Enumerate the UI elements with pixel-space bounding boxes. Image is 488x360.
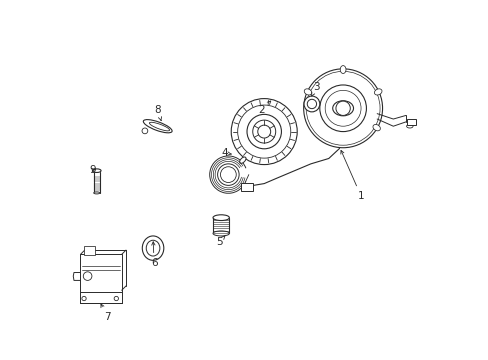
Ellipse shape (372, 125, 380, 131)
Ellipse shape (143, 120, 172, 133)
Circle shape (325, 90, 360, 126)
Circle shape (237, 105, 290, 158)
Circle shape (304, 96, 319, 112)
Ellipse shape (374, 89, 381, 95)
Ellipse shape (213, 231, 229, 236)
Circle shape (319, 85, 366, 132)
Ellipse shape (149, 122, 169, 131)
Text: 8: 8 (154, 105, 161, 121)
Circle shape (83, 272, 92, 280)
Text: 1: 1 (340, 150, 364, 201)
Ellipse shape (304, 89, 311, 95)
Ellipse shape (213, 215, 229, 221)
Circle shape (217, 164, 239, 185)
Circle shape (252, 120, 275, 143)
Text: 7: 7 (101, 304, 111, 322)
FancyBboxPatch shape (83, 246, 95, 255)
Circle shape (142, 128, 147, 134)
Ellipse shape (340, 66, 346, 73)
Text: 3: 3 (311, 82, 319, 96)
Ellipse shape (146, 240, 160, 256)
Text: 5: 5 (216, 235, 225, 247)
Circle shape (335, 101, 349, 116)
Circle shape (114, 296, 118, 301)
Ellipse shape (406, 125, 412, 128)
Ellipse shape (92, 169, 101, 172)
Ellipse shape (239, 157, 245, 163)
Ellipse shape (94, 192, 100, 194)
FancyBboxPatch shape (240, 183, 252, 191)
FancyBboxPatch shape (407, 119, 415, 125)
Text: 4: 4 (221, 148, 231, 158)
Circle shape (257, 125, 270, 138)
Circle shape (231, 99, 297, 165)
Circle shape (246, 114, 281, 149)
Ellipse shape (142, 236, 163, 260)
FancyBboxPatch shape (80, 254, 122, 292)
Text: 9: 9 (89, 165, 96, 175)
Circle shape (303, 69, 382, 148)
Circle shape (306, 99, 316, 109)
Circle shape (305, 71, 379, 145)
Text: 6: 6 (150, 242, 157, 268)
Text: 2: 2 (258, 101, 270, 115)
Circle shape (81, 296, 86, 301)
Circle shape (220, 167, 236, 183)
Ellipse shape (332, 101, 353, 116)
